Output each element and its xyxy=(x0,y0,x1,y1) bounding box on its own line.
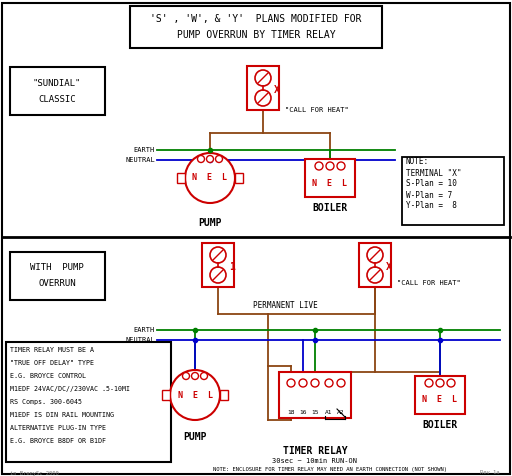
Text: "SUNDIAL": "SUNDIAL" xyxy=(33,79,81,89)
Circle shape xyxy=(311,379,319,387)
Text: "CALL FOR HEAT": "CALL FOR HEAT" xyxy=(397,280,461,286)
Bar xyxy=(220,390,228,400)
Bar xyxy=(235,173,243,183)
Circle shape xyxy=(191,373,199,379)
Text: BOILER: BOILER xyxy=(422,420,458,430)
Text: 'S' , 'W', & 'Y'  PLANS MODIFIED FOR: 'S' , 'W', & 'Y' PLANS MODIFIED FOR xyxy=(150,14,362,24)
Text: X: X xyxy=(274,85,280,95)
Text: N  E  L: N E L xyxy=(193,173,227,182)
Circle shape xyxy=(255,70,271,86)
Text: X: X xyxy=(386,262,392,272)
Bar xyxy=(6,342,171,462)
Circle shape xyxy=(210,267,226,283)
Text: TIMER RELAY MUST BE A: TIMER RELAY MUST BE A xyxy=(10,347,94,353)
Circle shape xyxy=(326,162,334,170)
Bar xyxy=(162,390,170,400)
Text: M1EDF 24VAC/DC//230VAC .5-10MI: M1EDF 24VAC/DC//230VAC .5-10MI xyxy=(10,386,130,392)
Circle shape xyxy=(325,379,333,387)
Text: NOTE: ENCLOSURE FOR TIMER RELAY MAY NEED AN EARTH CONNECTION (NOT SHOWN): NOTE: ENCLOSURE FOR TIMER RELAY MAY NEED… xyxy=(213,466,447,472)
Circle shape xyxy=(206,156,214,162)
Text: OVERRUN: OVERRUN xyxy=(38,278,76,288)
Bar xyxy=(415,376,465,414)
Text: in BrenySc 2000: in BrenySc 2000 xyxy=(10,470,59,476)
Text: 30sec ~ 10min RUN-ON: 30sec ~ 10min RUN-ON xyxy=(272,458,357,464)
Circle shape xyxy=(367,267,383,283)
Text: A2: A2 xyxy=(337,410,345,416)
Text: A1: A1 xyxy=(325,410,333,416)
Text: PUMP: PUMP xyxy=(183,432,207,442)
Text: 16: 16 xyxy=(299,410,307,416)
Text: N  E  L: N E L xyxy=(178,390,212,399)
Text: N  E  L: N E L xyxy=(422,396,458,405)
Circle shape xyxy=(337,162,345,170)
Text: TIMER RELAY: TIMER RELAY xyxy=(283,446,347,456)
Circle shape xyxy=(201,373,207,379)
Text: "CALL FOR HEAT": "CALL FOR HEAT" xyxy=(285,107,349,113)
Text: Y-Plan =  8: Y-Plan = 8 xyxy=(406,201,457,210)
Text: 18: 18 xyxy=(287,410,295,416)
Text: E.G. BROYCE CONTROL: E.G. BROYCE CONTROL xyxy=(10,373,86,379)
Text: Rev 1a: Rev 1a xyxy=(480,470,500,476)
Circle shape xyxy=(299,379,307,387)
Text: PERMANENT LIVE: PERMANENT LIVE xyxy=(252,300,317,309)
Text: BOILER: BOILER xyxy=(312,203,348,213)
Circle shape xyxy=(425,379,433,387)
Text: 1: 1 xyxy=(229,262,235,272)
Bar xyxy=(279,372,351,418)
Text: N  E  L: N E L xyxy=(312,178,348,188)
Text: "TRUE OFF DELAY" TYPE: "TRUE OFF DELAY" TYPE xyxy=(10,360,94,366)
Text: M1EDF IS DIN RAIL MOUNTING: M1EDF IS DIN RAIL MOUNTING xyxy=(10,412,114,418)
Text: ALTERNATIVE PLUG-IN TYPE: ALTERNATIVE PLUG-IN TYPE xyxy=(10,425,106,431)
Text: PUMP OVERRUN BY TIMER RELAY: PUMP OVERRUN BY TIMER RELAY xyxy=(177,30,335,40)
Circle shape xyxy=(182,373,189,379)
Bar xyxy=(247,66,279,110)
Circle shape xyxy=(367,247,383,263)
Text: NEUTRAL: NEUTRAL xyxy=(125,157,155,163)
Circle shape xyxy=(436,379,444,387)
Circle shape xyxy=(337,379,345,387)
Circle shape xyxy=(210,247,226,263)
Text: TERMINAL "X": TERMINAL "X" xyxy=(406,169,461,178)
Circle shape xyxy=(447,379,455,387)
Bar xyxy=(130,6,382,48)
Text: EARTH: EARTH xyxy=(134,147,155,153)
Bar xyxy=(10,67,105,115)
Circle shape xyxy=(315,162,323,170)
Text: RS Comps. 300-6045: RS Comps. 300-6045 xyxy=(10,399,82,405)
Circle shape xyxy=(287,379,295,387)
Circle shape xyxy=(255,90,271,106)
Bar xyxy=(359,243,391,287)
Text: PUMP: PUMP xyxy=(198,218,222,228)
Bar xyxy=(305,159,355,197)
Circle shape xyxy=(170,370,220,420)
Text: W-Plan = 7: W-Plan = 7 xyxy=(406,190,452,199)
Circle shape xyxy=(185,153,235,203)
Text: EARTH: EARTH xyxy=(134,327,155,333)
Text: NEUTRAL: NEUTRAL xyxy=(125,337,155,343)
Circle shape xyxy=(198,156,204,162)
Text: 15: 15 xyxy=(311,410,319,416)
Text: E.G. BROYCE B8DF OR B1DF: E.G. BROYCE B8DF OR B1DF xyxy=(10,438,106,444)
Circle shape xyxy=(216,156,223,162)
Bar xyxy=(177,173,185,183)
Bar xyxy=(10,252,105,300)
Text: NOTE:: NOTE: xyxy=(406,158,429,167)
Bar xyxy=(402,157,504,225)
Bar xyxy=(202,243,234,287)
Text: WITH  PUMP: WITH PUMP xyxy=(30,264,84,272)
Text: S-Plan = 10: S-Plan = 10 xyxy=(406,179,457,188)
Text: CLASSIC: CLASSIC xyxy=(38,95,76,103)
